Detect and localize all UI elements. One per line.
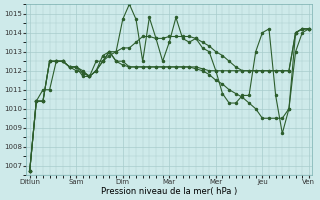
X-axis label: Pression niveau de la mer( hPa ): Pression niveau de la mer( hPa ): [101, 187, 237, 196]
